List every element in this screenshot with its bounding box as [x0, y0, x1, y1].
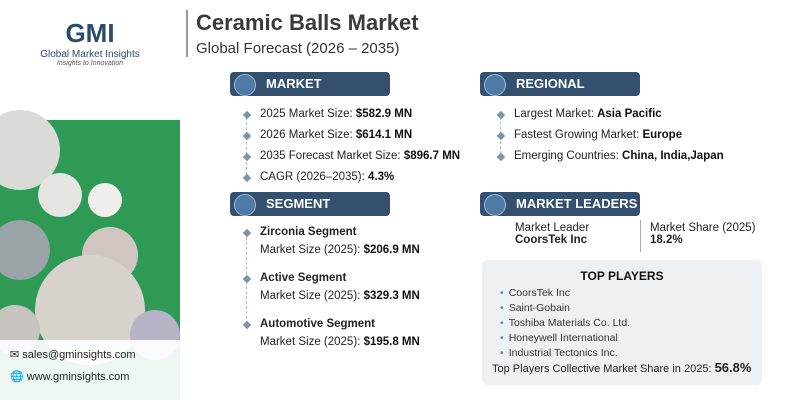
leader-name: CoorsTek Inc	[515, 234, 587, 246]
player-name: Industrial Tectonics Inc.	[508, 347, 618, 359]
website: www.gminsights.com	[26, 371, 130, 383]
bullet	[496, 152, 506, 162]
top-players-title: TOP PLAYERS	[580, 269, 664, 283]
player: • Honeywell International	[500, 332, 762, 347]
segment-name: Zirconia Segment	[260, 226, 357, 238]
contact-email: ✉ sales@gminsights.com	[10, 349, 136, 361]
player-bullet: •	[500, 287, 504, 299]
player-name: Toshiba Materials Co. Ltd.	[508, 317, 631, 329]
segment-value: $195.8 MN	[363, 336, 420, 348]
segment-label: Market Size (2025):	[260, 290, 361, 302]
bullet	[496, 131, 506, 141]
title-block: Ceramic Balls Market Global Forecast (20…	[186, 10, 419, 57]
leader-label: Market Leader	[515, 222, 590, 234]
player-bullet: •	[500, 302, 504, 314]
stat-label: Emerging Countries:	[514, 150, 619, 162]
segment-label: Market Size (2025):	[260, 336, 361, 348]
section-header: MARKET STATISTICS	[230, 72, 390, 115]
stat-value: Europe	[642, 129, 683, 141]
stat-label: 2026 Market Size:	[260, 129, 353, 141]
section-title: SEGMENT STATISTICS	[266, 196, 340, 235]
email: sales@gminsights.com	[22, 349, 136, 361]
stat-value: 4.3%	[368, 171, 395, 183]
bullet	[242, 320, 252, 330]
player: • Saint-Gobain	[500, 302, 762, 317]
share-label: Market Share (2025)	[650, 222, 756, 234]
player: • Industrial Tectonics Inc.	[500, 347, 762, 362]
stat-value: $896.7 MN	[403, 150, 461, 162]
player-name: Honeywell International	[508, 332, 618, 344]
segment-name: Automotive Segment	[260, 318, 376, 330]
stat-value: $614.1 MN	[355, 129, 413, 141]
segment-size: Market Size (2025): $195.8 MN	[260, 336, 420, 348]
logo-tagline: Insights to Innovation	[56, 60, 124, 67]
share-block: Market Share (2025) 18.2%	[650, 222, 755, 246]
segment-name: Active Segment	[260, 272, 347, 284]
player: • Toshiba Materials Co. Ltd.	[500, 317, 762, 332]
stat-item: 2035 Forecast Market Size: $896.7 MN	[260, 150, 460, 162]
bullet	[242, 274, 252, 284]
stat-item: Largest Market: Asia Pacific	[514, 108, 662, 120]
collective-label: Top Players Collective Market Share in 2…	[492, 363, 712, 375]
segment-label: Market Size (2025):	[260, 244, 361, 256]
logo-subtitle: Global Market Insights	[40, 49, 140, 60]
player-bullet: •	[500, 317, 504, 329]
photo-panel	[0, 0, 180, 400]
player: • CoorsTek Inc	[500, 287, 762, 302]
logo: GMI Global Market Insights Insights to I…	[10, 18, 170, 67]
stat-item: Emerging Countries: China, India,Japan	[514, 150, 724, 162]
contact: ✉ sales@gminsights.com 🌐 www.gminsights.…	[10, 348, 136, 383]
section-title: MARKET STATISTICS	[266, 76, 340, 115]
segment-value: $329.3 MN	[363, 290, 420, 302]
section-header: MARKET LEADERS	[480, 192, 640, 216]
player-name: Saint-Gobain	[508, 302, 570, 314]
section-title: MARKET LEADERS	[516, 196, 638, 211]
bullet	[242, 152, 252, 162]
top-players-box: TOP PLAYERS • CoorsTek Inc • Saint-Gobain • T…	[482, 260, 762, 385]
segment-size: Market Size (2025): $206.9 MN	[260, 244, 420, 256]
logo-name: GMI	[65, 18, 115, 48]
stat-label: 2025 Market Size:	[260, 108, 353, 120]
player-bullet: •	[500, 332, 504, 344]
segment-value: $206.9 MN	[363, 244, 420, 256]
segment-size: Market Size (2025): $329.3 MN	[260, 290, 420, 302]
bullet	[496, 110, 506, 120]
player-name: CoorsTek Inc	[508, 287, 570, 299]
share-value: 18.2%	[650, 234, 683, 246]
stat-label: CAGR (2026–2035):	[260, 171, 365, 183]
stat-label: Largest Market:	[514, 108, 594, 120]
timeline	[246, 112, 247, 175]
bullet	[242, 173, 252, 183]
leader-block: Market Leader CoorsTek Inc	[515, 222, 589, 246]
title: Ceramic Balls Market	[196, 10, 419, 35]
bullet	[242, 131, 252, 141]
stat-label: 2035 Forecast Market Size:	[260, 150, 401, 162]
contact-website: 🌐 www.gminsights.com	[10, 371, 130, 383]
section-header: SEGMENT STATISTICS	[230, 192, 390, 235]
stat-item: 2026 Market Size: $614.1 MN	[260, 129, 412, 141]
stat-item: Fastest Growing Market: Europe	[514, 129, 682, 141]
stat-label: Fastest Growing Market:	[514, 129, 640, 141]
stat-value: China, India,Japan	[622, 150, 724, 162]
stat-value: Asia Pacific	[597, 108, 662, 120]
bullet	[242, 228, 252, 238]
stat-item: 2025 Market Size: $582.9 MN	[260, 108, 412, 120]
stat-value: $582.9 MN	[355, 108, 413, 120]
bullet	[242, 110, 252, 120]
subtitle: Global Forecast (2026 – 2035)	[196, 40, 400, 57]
section-header: REGIONAL INSIGHTS	[480, 72, 640, 115]
stat-item: CAGR (2026–2035): 4.3%	[260, 171, 394, 183]
player-bullet: •	[500, 347, 504, 359]
collective: Top Players Collective Market Share in 2…	[492, 360, 751, 375]
section-title: REGIONAL INSIGHTS	[516, 76, 585, 115]
collective-value: 56.8%	[714, 360, 752, 375]
